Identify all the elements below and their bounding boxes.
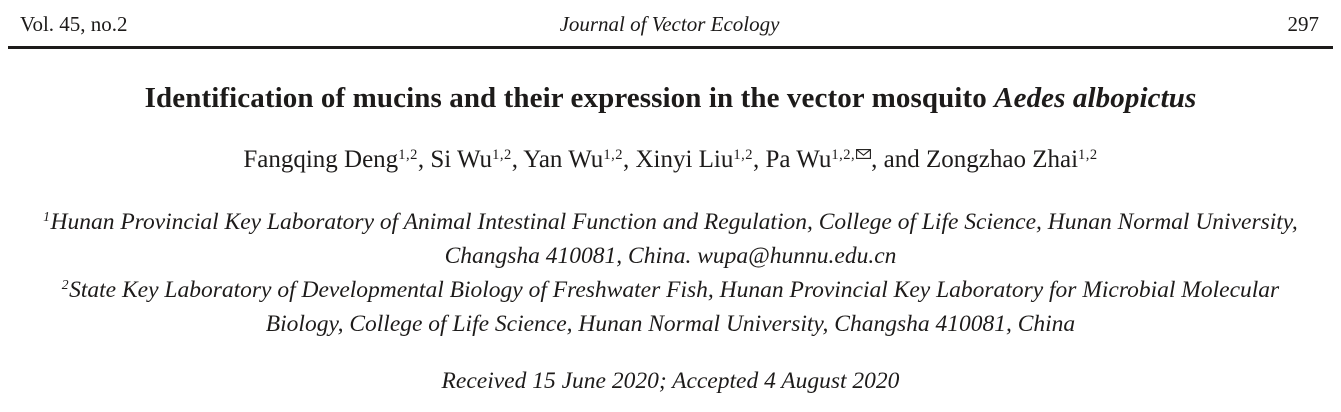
page-number: 297 (1287, 12, 1320, 36)
author-line: Fangqing Deng1,2, Si Wu1,2, Yan Wu1,2, X… (0, 145, 1341, 175)
author-name: Pa Wu (765, 145, 832, 173)
author-name: Xinyi Liu (635, 145, 734, 173)
author: Si Wu1,2, (430, 146, 523, 173)
article-title: Identification of mucins and their expre… (0, 82, 1341, 115)
affiliation-2: 2State Key Laboratory of Developmental B… (35, 273, 1307, 341)
author-affiliation-marker: 1,2 (398, 147, 418, 163)
author-separator: , (511, 145, 524, 173)
author-name: Zongzhao Zhai (926, 145, 1079, 173)
author-affiliation-marker: 1,2 (1078, 147, 1098, 163)
author: Fangqing Deng1,2, (243, 146, 430, 173)
author-affiliation-marker-text: 1,2, (831, 147, 856, 163)
author-separator: , and (871, 145, 926, 173)
envelope-icon (856, 149, 872, 159)
affiliations-block: 1Hunan Provincial Key Laboratory of Anim… (35, 205, 1307, 341)
header-rule (8, 46, 1333, 50)
affiliation-marker: 2 (61, 277, 70, 293)
affiliation-text: Hunan Provincial Key Laboratory of Anima… (50, 208, 1298, 269)
volume-issue: Vol. 45, no.2 (20, 12, 128, 36)
author-separator: , (417, 145, 431, 173)
author: Xinyi Liu1,2, (635, 146, 765, 173)
affiliation-marker: 1 (43, 209, 51, 225)
author-affiliation-marker: 1,2 (492, 147, 512, 163)
received-accepted-dates: Received 15 June 2020; Accepted 4 August… (441, 367, 900, 394)
article-title-species: Aedes albopictus (994, 82, 1197, 115)
author-separator: , (622, 145, 636, 173)
author-affiliation-marker: 1,2 (733, 147, 753, 163)
author: Yan Wu1,2, (523, 146, 635, 173)
author-name: Yan Wu (523, 145, 604, 173)
affiliation-text: State Key Laboratory of Developmental Bi… (69, 276, 1280, 337)
running-head: Vol. 45, no.2 Journal of Vector Ecology … (0, 0, 1341, 37)
author-name: Fangqing Deng (243, 145, 399, 173)
author-affiliation-marker: 1,2, (831, 147, 872, 163)
journal-name: Journal of Vector Ecology (559, 12, 780, 36)
affiliation-1: 1Hunan Provincial Key Laboratory of Anim… (35, 205, 1307, 273)
author: Zongzhao Zhai1,2 (926, 146, 1098, 173)
article-title-text: Identification of mucins and their expre… (144, 82, 995, 115)
author-affiliation-marker: 1,2 (603, 147, 623, 163)
author-name: Si Wu (430, 145, 493, 173)
author-separator: , (752, 145, 766, 173)
author-corresponding: Pa Wu1,2, , and (765, 146, 926, 173)
